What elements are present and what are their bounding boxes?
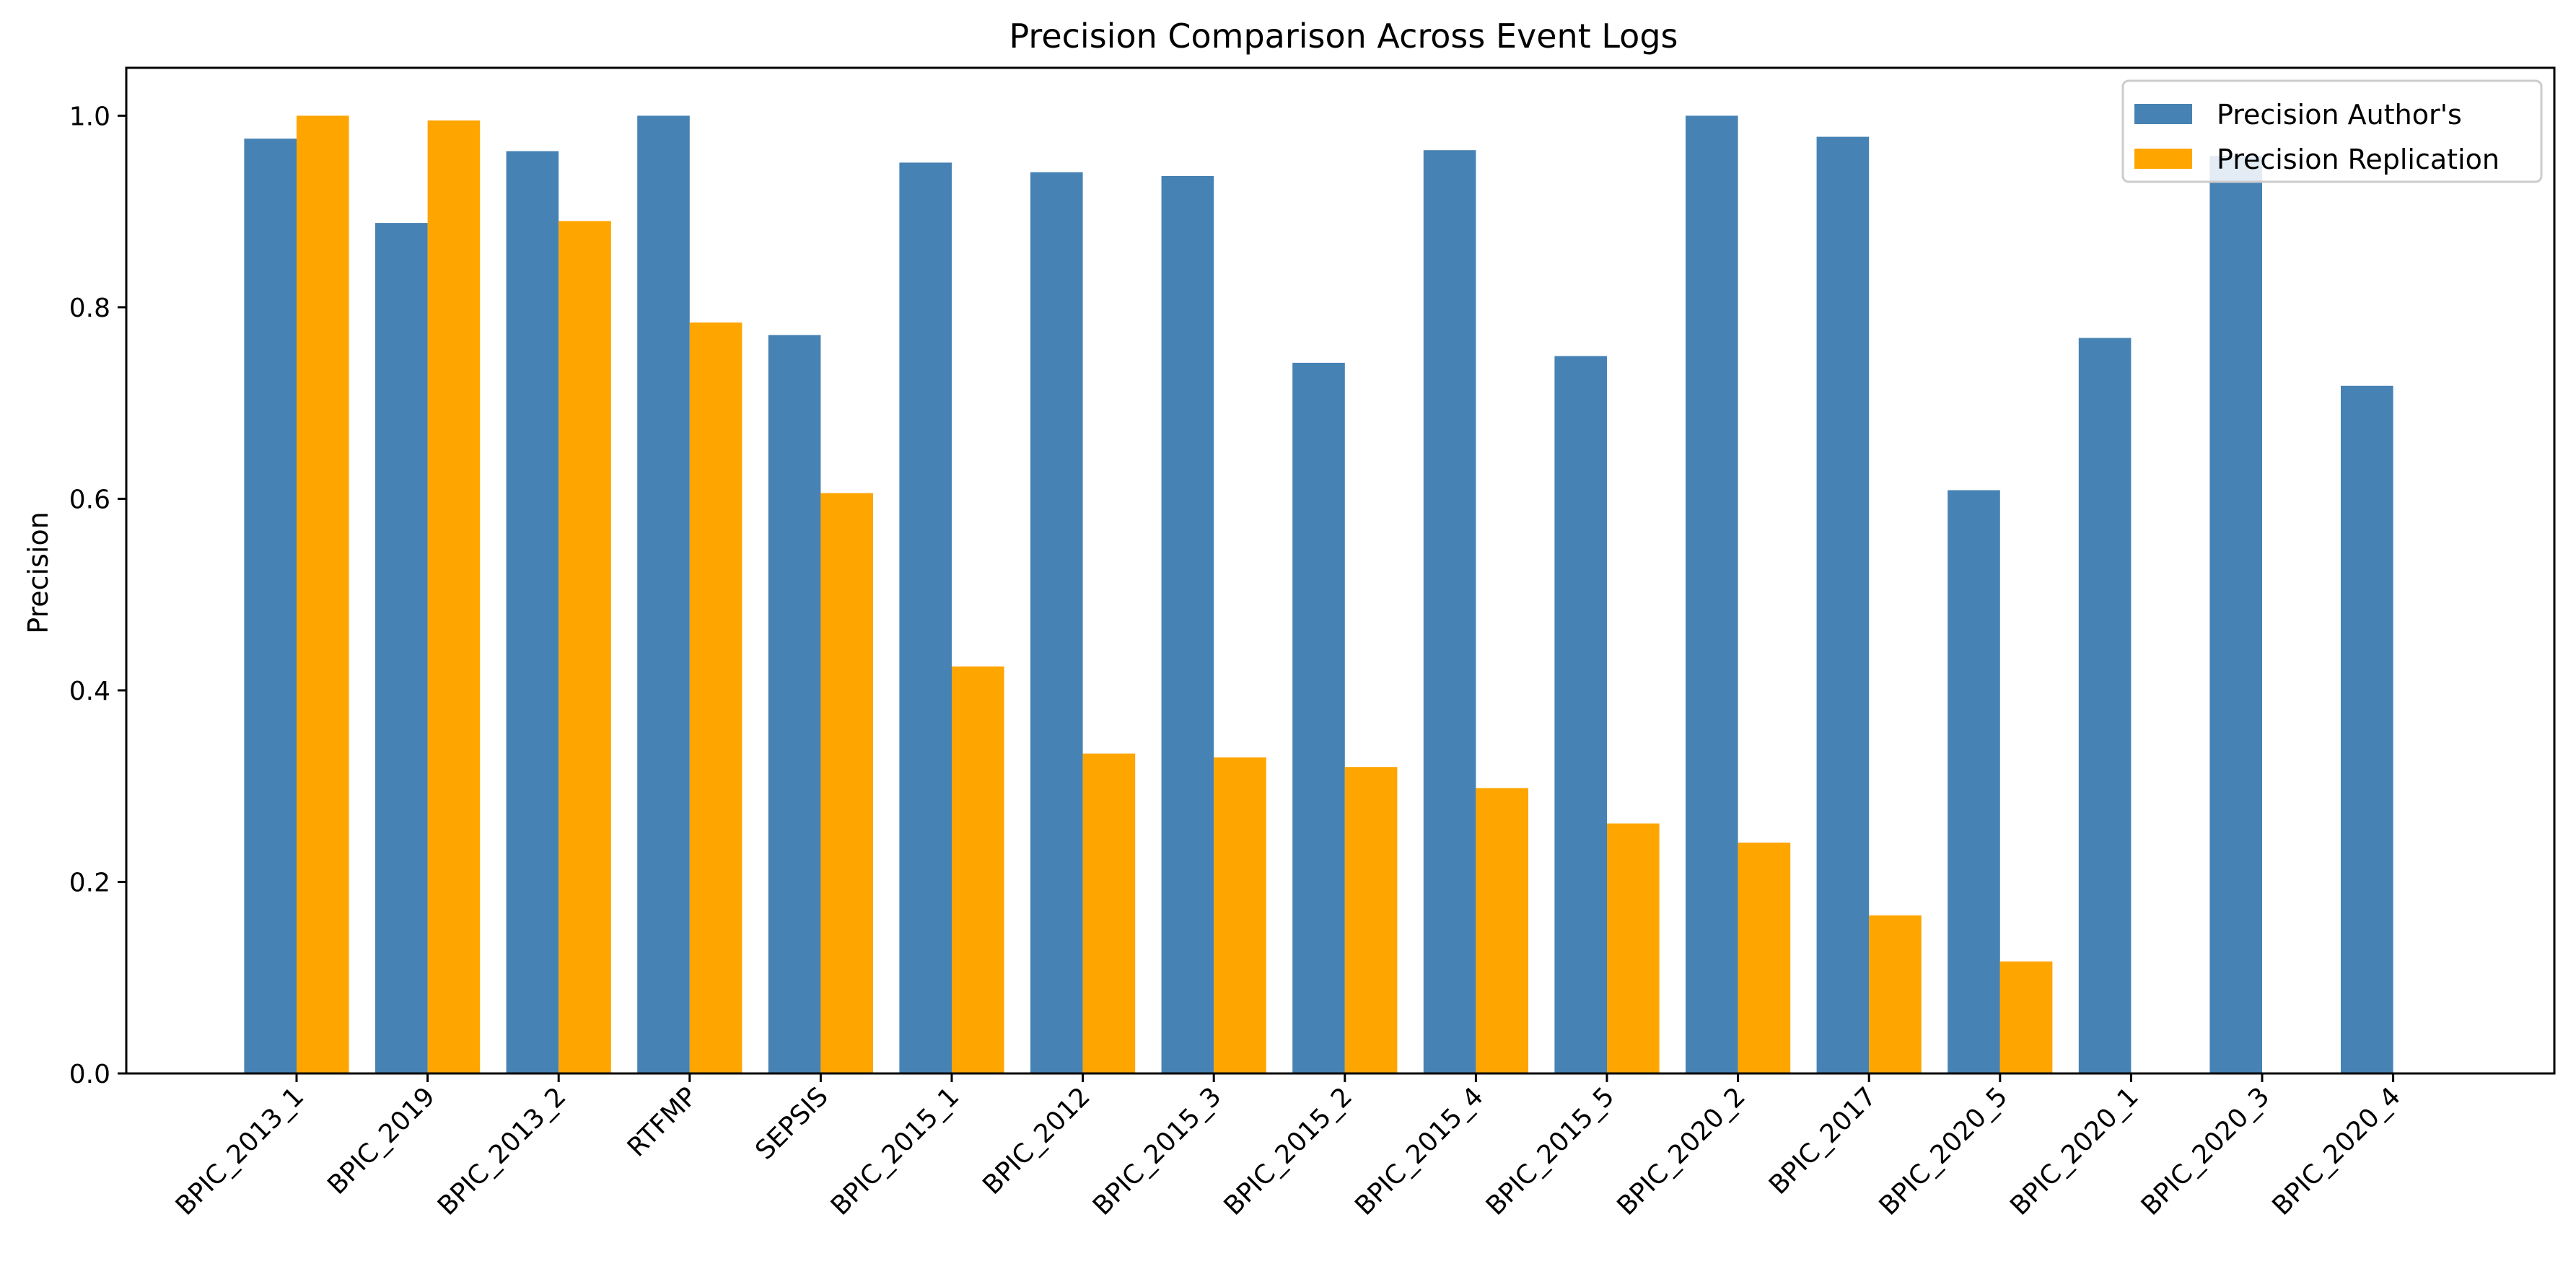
bar-series-1-bpic-2013-2 — [558, 221, 611, 1073]
y-tick-label: 1.0 — [69, 102, 110, 131]
bar-series-1-bpic-2015-1 — [952, 666, 1004, 1073]
bar-series-0-bpic-2015-3 — [1161, 176, 1214, 1073]
legend-label-1: Precision Replication — [2217, 144, 2500, 175]
y-tick-label: 0.4 — [69, 677, 110, 706]
bar-series-0-bpic-2013-1 — [244, 139, 297, 1074]
bar-series-1-bpic-2015-5 — [1607, 823, 1660, 1073]
bar-series-0-bpic-2020-3 — [2209, 156, 2262, 1074]
bar-series-0-bpic-2015-4 — [1423, 150, 1476, 1074]
y-axis: 0.0 0.2 0.4 0.6 0.8 1.0 — [69, 102, 126, 1089]
bar-series-0-bpic-2019 — [375, 223, 428, 1074]
bar-series-1-bpic-2015-4 — [1476, 788, 1528, 1073]
y-tick-label: 0.0 — [69, 1060, 110, 1089]
bar-series-0-sepsis — [768, 335, 821, 1073]
bar-series-1-bpic-2015-3 — [1214, 757, 1266, 1073]
bar-series-0-bpic-2020-1 — [2078, 338, 2132, 1073]
bar-series-0-bpic-2015-5 — [1554, 356, 1607, 1074]
bar-series-0-bpic-2020-5 — [1948, 490, 2000, 1073]
bar-series-0-bpic-2012 — [1030, 172, 1083, 1074]
bar-series-0-bpic-2020-4 — [2341, 385, 2393, 1073]
bar-series-0-bpic-2015-1 — [899, 162, 952, 1073]
y-tick-label: 0.2 — [69, 868, 110, 897]
bar-series-1-bpic-2013-1 — [297, 115, 349, 1073]
bar-series-1-bpic-2019 — [427, 120, 481, 1073]
bar-series-0-bpic-2015-2 — [1292, 362, 1345, 1073]
bar-series-1-bpic-2017 — [1869, 915, 1922, 1073]
bar-series-1-rtfmp — [689, 322, 742, 1074]
bar-series-0-bpic-2017 — [1816, 136, 1870, 1074]
legend-swatch-1 — [2134, 149, 2192, 169]
bar-series-0-bpic-2013-2 — [506, 151, 559, 1073]
y-tick-label: 0.8 — [69, 294, 110, 323]
bar-series-1-bpic-2015-2 — [1344, 767, 1398, 1073]
bar-series-1-bpic-2020-5 — [1999, 961, 2053, 1073]
bar-series-1-bpic-2012 — [1082, 753, 1136, 1073]
bar-series-0-bpic-2020-2 — [1686, 115, 1738, 1073]
bar-series-0-rtfmp — [637, 115, 690, 1073]
chart-title: Precision Comparison Across Event Logs — [1009, 17, 1678, 56]
legend: Precision Author's Precision Replication — [2121, 79, 2543, 183]
legend-box — [2121, 79, 2543, 183]
legend-swatch-0 — [2134, 104, 2192, 124]
y-axis-title: Precision — [22, 511, 54, 634]
legend-label-0: Precision Author's — [2217, 99, 2462, 131]
bars-layer — [244, 115, 2393, 1074]
y-tick-label: 0.6 — [69, 485, 110, 514]
plot-frame — [125, 66, 2556, 1075]
bar-series-1-bpic-2020-2 — [1738, 843, 1791, 1073]
bar-series-1-sepsis — [820, 493, 873, 1073]
